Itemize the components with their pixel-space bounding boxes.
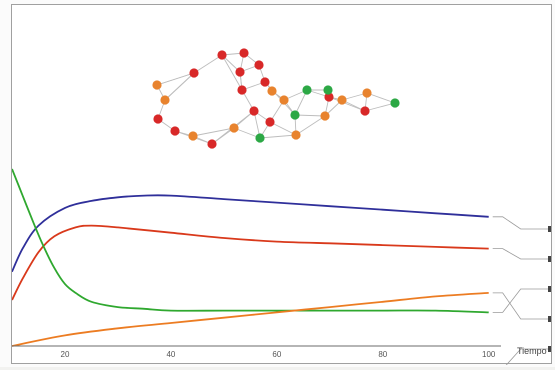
network-edge: [294, 114, 326, 117]
network-node-red: [217, 50, 227, 60]
network-node-green: [302, 85, 312, 95]
series-line-2: [11, 224, 489, 301]
network-node-orange: [337, 95, 347, 105]
network-edge: [269, 121, 297, 136]
legend-leader-tip-2: [548, 256, 551, 262]
series-line-4: [11, 292, 489, 347]
network-edge: [328, 96, 366, 112]
network-node-red: [153, 114, 163, 124]
legend-leaders: [492, 216, 551, 370]
network-edge: [221, 54, 243, 91]
network-edge: [295, 115, 326, 136]
legend-leader-tip-5: [548, 346, 551, 352]
x-tick-label: 60: [272, 350, 281, 359]
network-edge: [294, 89, 308, 116]
network-edges: [156, 52, 396, 145]
network-node-red: [170, 126, 180, 136]
network-node-red: [239, 48, 249, 58]
network-node-red: [249, 106, 259, 116]
legend-leader-tip-1: [548, 226, 551, 232]
network-node-orange: [291, 130, 301, 140]
network-node-red: [324, 92, 334, 102]
network-edge: [259, 134, 297, 139]
series-line-3: [11, 168, 489, 314]
network-edge: [193, 54, 223, 74]
legend-leader-4: [492, 292, 548, 320]
network-nodes: [152, 48, 400, 149]
network-edge: [364, 102, 396, 112]
x-tick-label: 20: [61, 350, 70, 359]
network-node-red: [265, 117, 275, 127]
x-tick-labels: 20 40 60 80 100: [61, 350, 496, 359]
network-edge: [233, 127, 261, 139]
network-node-orange: [362, 88, 372, 98]
network-node-red: [360, 106, 370, 116]
legend-leader-tip-4: [548, 316, 551, 322]
network-node-red: [189, 68, 199, 78]
network-node-green: [290, 110, 300, 120]
network-node-green: [390, 98, 400, 108]
network-edge: [192, 127, 235, 137]
legend-leader-3: [492, 288, 548, 313]
network-node-green: [255, 133, 265, 143]
legend-leader-1: [492, 216, 548, 230]
network-node-red: [235, 67, 245, 77]
chart-and-network-figure: 20 40 60 80 100 Tiempo: [11, 48, 551, 370]
x-tick-label: 100: [482, 350, 496, 359]
network-node-orange: [267, 86, 277, 96]
legend-leader-2: [492, 248, 548, 260]
x-tick-label: 40: [166, 350, 175, 359]
network-node-orange: [188, 131, 198, 141]
network-node-orange: [320, 111, 330, 121]
network-node-orange: [152, 80, 162, 90]
legend-leader-tip-3: [548, 286, 551, 292]
network-edge: [366, 92, 396, 104]
x-axis-label: Tiempo: [517, 346, 547, 356]
network-node-red: [237, 85, 247, 95]
network-node-orange: [160, 95, 170, 105]
network-node-red: [260, 77, 270, 87]
x-tick-label: 80: [378, 350, 387, 359]
series-lines: [11, 168, 489, 370]
network-edge: [253, 110, 261, 139]
network-edge: [156, 72, 195, 86]
network-node-orange: [279, 95, 289, 105]
network-node-green: [323, 85, 333, 95]
series-line-1: [11, 194, 489, 273]
network-node-red: [254, 60, 264, 70]
figure-frame: 20 40 60 80 100 Tiempo: [11, 4, 552, 370]
network-node-orange: [229, 123, 239, 133]
network-node-red: [207, 139, 217, 149]
network-edge: [164, 72, 195, 101]
